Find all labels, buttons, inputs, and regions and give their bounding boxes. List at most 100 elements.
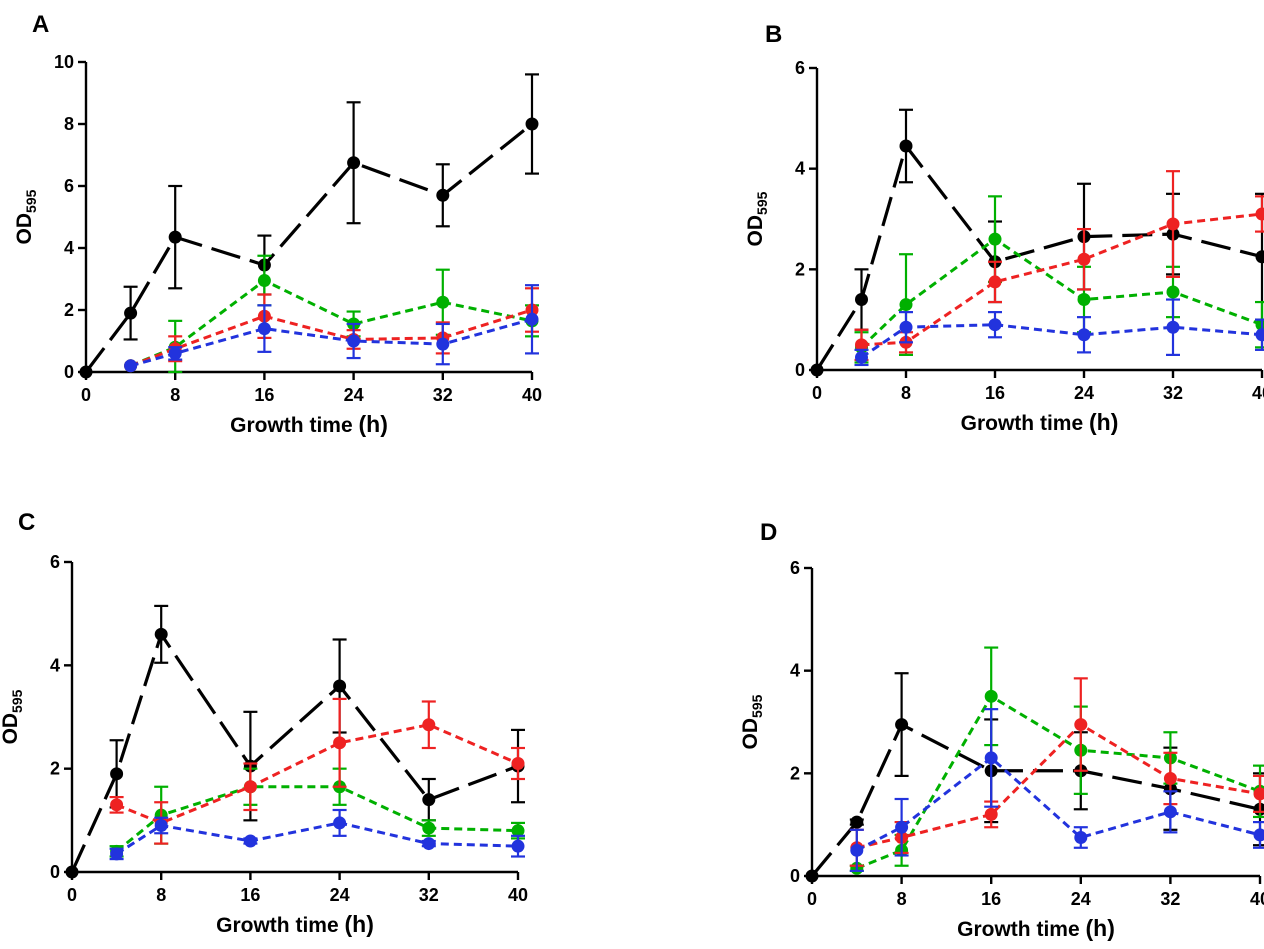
x-tick-label: 0 — [807, 889, 817, 909]
x-tick-label: 0 — [67, 885, 77, 905]
y-axis-subscript: 595 — [754, 191, 770, 215]
data-point — [988, 232, 1002, 246]
x-tick-label: 40 — [508, 885, 528, 905]
data-point — [422, 837, 436, 851]
data-point — [1163, 771, 1177, 785]
y-axis-subscript: 595 — [23, 189, 39, 213]
x-tick-label: 8 — [897, 889, 907, 909]
x-tick-label: 24 — [1074, 383, 1094, 403]
panel-letter: D — [760, 519, 777, 546]
x-axis-title: Growth time (h) — [957, 915, 1115, 941]
series-line — [130, 278, 533, 368]
data-point — [436, 295, 450, 309]
series-line — [860, 323, 1263, 359]
panel-b: B02460816243240Growth time (h)OD595 — [744, 21, 1264, 435]
x-axis-unit: (h) — [1085, 915, 1114, 941]
y-axis-subscript: 595 — [9, 689, 25, 713]
series-3 — [849, 708, 1264, 872]
data-point — [1166, 320, 1180, 334]
x-tick-label: 16 — [254, 385, 274, 405]
data-point — [65, 865, 79, 879]
x-tick-label: 0 — [812, 383, 822, 403]
data-point — [1255, 250, 1264, 264]
y-tick-label: 2 — [790, 763, 800, 783]
data-point — [899, 298, 913, 312]
data-point — [110, 767, 124, 781]
data-point — [436, 337, 450, 351]
x-axis-unit: (h) — [1089, 409, 1118, 435]
x-tick-label: 16 — [240, 885, 260, 905]
y-axis-subscript: 595 — [749, 694, 765, 718]
data-point — [511, 839, 525, 853]
data-point — [168, 230, 182, 244]
series-1 — [109, 767, 525, 858]
series-line — [810, 722, 1261, 878]
data-point — [1255, 207, 1264, 221]
series-line — [861, 212, 1263, 347]
data-point — [333, 679, 347, 693]
series-3 — [109, 808, 525, 861]
x-axis-unit: (h) — [358, 411, 387, 437]
data-point — [1166, 285, 1180, 299]
data-point — [347, 156, 361, 170]
data-point — [1074, 831, 1088, 844]
x-tick-label: 32 — [1160, 889, 1180, 909]
data-point — [899, 139, 913, 153]
y-axis-title: OD595 — [13, 189, 39, 244]
data-point — [124, 306, 138, 320]
data-point — [154, 819, 168, 832]
x-tick-label: 16 — [981, 889, 1001, 909]
y-tick-label: 2 — [795, 259, 805, 279]
data-point — [333, 736, 347, 750]
data-point — [984, 689, 998, 703]
series-line — [115, 821, 519, 856]
series-0 — [65, 604, 525, 879]
data-point — [1163, 805, 1177, 819]
series-line — [130, 308, 533, 368]
y-tick-label: 0 — [790, 866, 800, 886]
y-axis-title: OD595 — [739, 694, 765, 749]
x-tick-label: 8 — [156, 885, 166, 905]
y-tick-label: 0 — [50, 862, 60, 882]
data-point — [988, 275, 1002, 289]
data-point — [899, 320, 913, 334]
y-tick-label: 4 — [64, 238, 74, 258]
data-point — [988, 318, 1002, 332]
y-tick-label: 6 — [790, 558, 800, 578]
data-point — [511, 824, 525, 838]
data-point — [1166, 217, 1180, 231]
y-tick-label: 8 — [64, 114, 74, 134]
y-tick-label: 0 — [64, 362, 74, 382]
panel-letter: A — [32, 11, 49, 38]
series-2 — [109, 697, 525, 845]
data-point — [124, 359, 138, 373]
x-tick-label: 16 — [985, 383, 1005, 403]
data-point — [850, 843, 864, 857]
y-tick-label: 6 — [50, 552, 60, 572]
series-line — [130, 317, 533, 368]
series-line — [70, 630, 519, 873]
data-point — [79, 365, 93, 379]
data-point — [243, 780, 257, 794]
data-point — [1253, 802, 1264, 816]
x-tick-label: 24 — [1071, 889, 1091, 909]
series-line — [815, 142, 1263, 371]
x-axis-title: Growth time (h) — [230, 411, 388, 437]
data-point — [895, 718, 909, 732]
x-tick-label: 8 — [170, 385, 180, 405]
y-tick-label: 6 — [795, 58, 805, 78]
data-point — [511, 757, 525, 770]
series-line — [856, 755, 1261, 852]
series-line — [115, 785, 519, 853]
series-2 — [124, 287, 539, 373]
data-point — [855, 338, 868, 352]
x-axis-title: Growth time (h) — [216, 911, 374, 937]
data-point — [257, 274, 271, 288]
panel-letter: C — [18, 509, 35, 536]
y-tick-label: 4 — [795, 159, 805, 179]
data-point — [1253, 787, 1264, 801]
data-point — [895, 820, 909, 834]
